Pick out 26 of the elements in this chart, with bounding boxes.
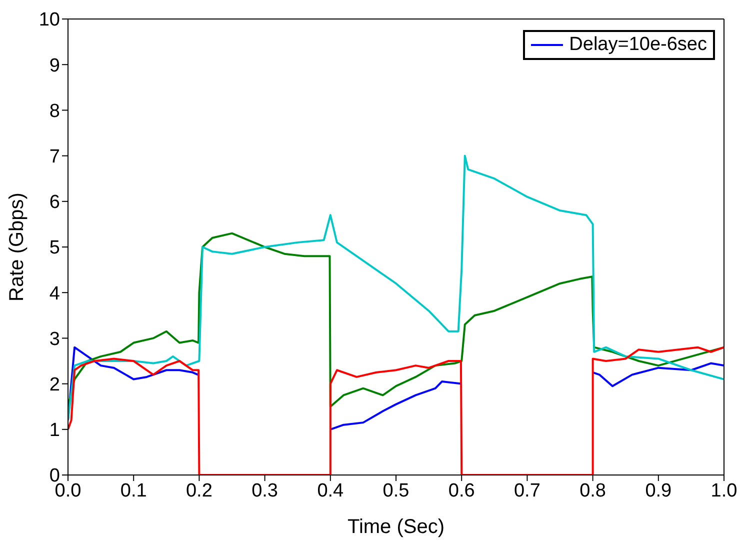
line-series (68, 154, 724, 422)
y-tick-label: 7 (49, 146, 60, 168)
y-tick-label: 6 (49, 192, 60, 214)
y-tick-label: 1 (49, 420, 60, 442)
x-tick-label: 0.3 (252, 480, 278, 502)
x-tick-label: 0.1 (120, 480, 147, 502)
y-tick-label: 8 (49, 100, 60, 122)
y-tick-label: 3 (49, 328, 60, 350)
x-tick-label: 0.5 (382, 480, 410, 502)
x-axis-title: Time (Sec) (347, 516, 445, 538)
x-tick-label: 0.9 (645, 480, 672, 502)
line-series (68, 232, 724, 408)
y-tick-label: 10 (38, 10, 60, 31)
y-tick-label: 9 (49, 55, 60, 76)
y-tick-label: 2 (49, 374, 60, 396)
x-tick-label: 0.4 (317, 480, 344, 502)
legend-box: Delay=10e-6sec (523, 30, 715, 60)
x-tick-label: 1.0 (710, 480, 738, 502)
x-tick-label: 0.7 (514, 480, 540, 502)
y-tick-label: 5 (49, 238, 60, 259)
y-tick-label: 4 (49, 283, 60, 304)
x-tick-label: 0.2 (186, 480, 212, 502)
x-tick-label: 0.6 (448, 480, 475, 502)
legend-label: Delay=10e-6sec (569, 34, 707, 56)
y-axis-title: Rate (Gbps) (6, 192, 28, 302)
x-tick-label: 0.8 (580, 480, 606, 502)
